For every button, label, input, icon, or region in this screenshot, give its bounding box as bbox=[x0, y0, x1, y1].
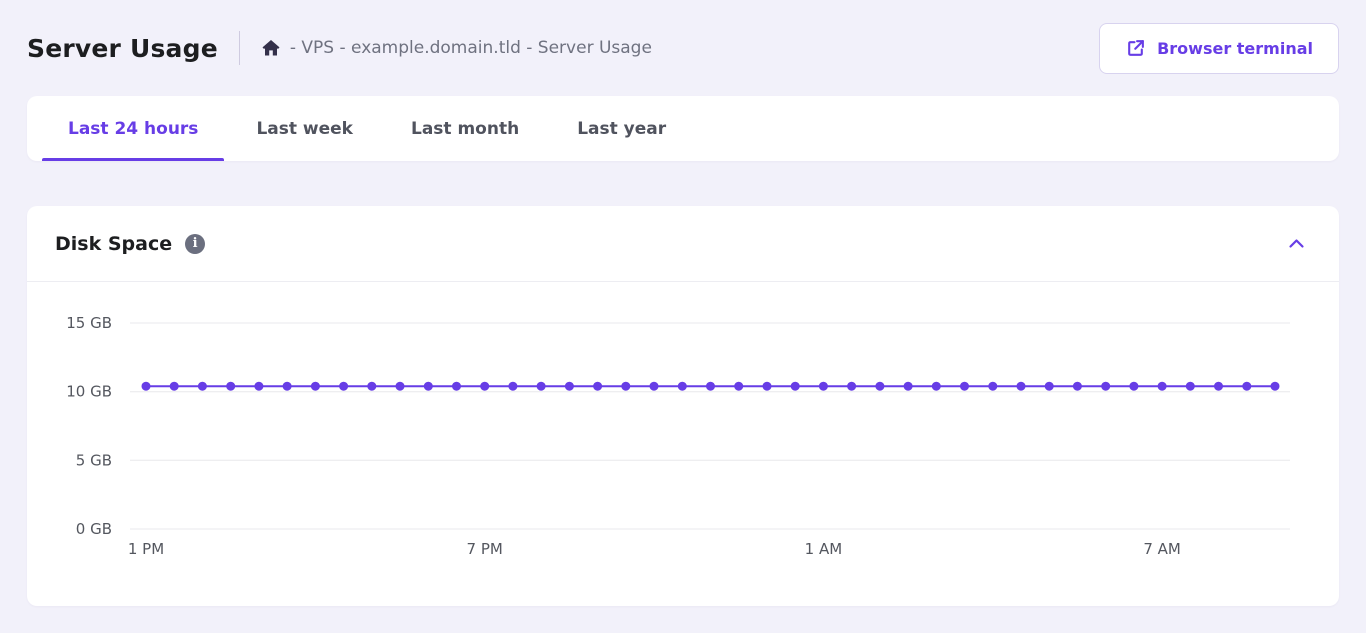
chart-point[interactable] bbox=[169, 381, 179, 391]
chart-point[interactable] bbox=[564, 381, 574, 391]
title-divider bbox=[238, 31, 240, 65]
tab-last-month[interactable]: Last month bbox=[382, 96, 548, 161]
server-usage-page: Server Usage - VPS - example.domain.tld … bbox=[27, 0, 1339, 606]
chart-point[interactable] bbox=[141, 381, 151, 391]
chart-point[interactable] bbox=[367, 381, 377, 391]
chart-point[interactable] bbox=[1157, 381, 1167, 391]
chart-point[interactable] bbox=[536, 381, 546, 391]
breadcrumb: - VPS - example.domain.tld - Server Usag… bbox=[289, 38, 652, 58]
chart-point[interactable] bbox=[226, 381, 236, 391]
chart-point[interactable] bbox=[960, 381, 969, 391]
chart-point[interactable] bbox=[649, 381, 659, 391]
disk-space-chart: 15 GB 10 GB 5 GB 0 GB 1 PM 7 PM 1 AM 7 AM bbox=[66, 314, 1290, 558]
card-title: Disk Space bbox=[55, 232, 173, 255]
chart-point[interactable] bbox=[1016, 381, 1026, 391]
chevron-up-icon bbox=[1288, 238, 1305, 249]
disk-space-card: Disk Space i 15 GB 10 GB 5 GB 0 GB 1 PM 7 PM 1… bbox=[27, 206, 1339, 606]
chart-point[interactable] bbox=[310, 381, 320, 391]
chart-point[interactable] bbox=[1270, 381, 1280, 391]
chart-point[interactable] bbox=[480, 381, 490, 391]
time-range-tabs: Last 24 hours Last week Last month Last … bbox=[27, 96, 1339, 161]
chart-point[interactable] bbox=[593, 381, 603, 391]
x-tick-label: 1 AM bbox=[805, 540, 843, 558]
x-tick-label: 7 PM bbox=[467, 540, 503, 558]
info-icon[interactable]: i bbox=[185, 233, 206, 254]
y-tick-label: 15 GB bbox=[66, 314, 112, 332]
chart-point[interactable] bbox=[1185, 381, 1195, 391]
tab-last-week[interactable]: Last week bbox=[227, 96, 382, 161]
chart-point[interactable] bbox=[1129, 381, 1139, 391]
chart-point[interactable] bbox=[677, 381, 687, 391]
y-tick-label: 5 GB bbox=[76, 451, 112, 469]
chart-point[interactable] bbox=[903, 381, 913, 391]
chart-point[interactable] bbox=[988, 381, 998, 391]
chart-point[interactable] bbox=[508, 381, 518, 391]
collapse-section-button[interactable] bbox=[1282, 232, 1311, 255]
chart-point[interactable] bbox=[762, 381, 772, 391]
chart-point[interactable] bbox=[282, 381, 292, 391]
chart-point[interactable] bbox=[452, 381, 461, 391]
chart-point[interactable] bbox=[197, 381, 207, 391]
home-icon[interactable] bbox=[261, 38, 281, 58]
tab-last-year[interactable]: Last year bbox=[548, 96, 695, 161]
x-tick-label: 1 PM bbox=[128, 540, 164, 558]
chart-point[interactable] bbox=[1214, 381, 1223, 391]
chart-point[interactable] bbox=[1044, 381, 1054, 391]
chart-point[interactable] bbox=[931, 381, 941, 391]
chart-point[interactable] bbox=[706, 381, 715, 391]
chart-point[interactable] bbox=[1242, 381, 1252, 391]
chart-point[interactable] bbox=[254, 381, 264, 391]
x-tick-label: 7 AM bbox=[1143, 540, 1181, 558]
chart-point[interactable] bbox=[1101, 381, 1111, 391]
chart-point[interactable] bbox=[847, 381, 857, 391]
browser-terminal-button[interactable]: Browser terminal bbox=[1099, 22, 1339, 74]
chart-point[interactable] bbox=[734, 381, 744, 391]
chart-point[interactable] bbox=[790, 381, 800, 391]
chart-point[interactable] bbox=[875, 381, 885, 391]
page-title: Server Usage bbox=[27, 33, 218, 63]
external-link-icon bbox=[1125, 38, 1146, 59]
chart-point[interactable] bbox=[818, 381, 828, 391]
chart-point[interactable] bbox=[423, 381, 433, 391]
tab-last-24-hours[interactable]: Last 24 hours bbox=[39, 96, 227, 161]
chart-point[interactable] bbox=[1072, 381, 1082, 391]
chart-point[interactable] bbox=[621, 381, 631, 391]
chart-point[interactable] bbox=[395, 381, 405, 391]
chart-point[interactable] bbox=[339, 381, 349, 391]
y-tick-label: 0 GB bbox=[76, 520, 112, 538]
browser-terminal-label: Browser terminal bbox=[1157, 38, 1313, 58]
topbar: Server Usage - VPS - example.domain.tld … bbox=[27, 0, 1339, 96]
chart-area: 15 GB 10 GB 5 GB 0 GB 1 PM 7 PM 1 AM 7 AM bbox=[27, 282, 1339, 582]
disk-space-card-header: Disk Space i bbox=[27, 206, 1339, 282]
y-tick-label: 10 GB bbox=[66, 383, 112, 401]
